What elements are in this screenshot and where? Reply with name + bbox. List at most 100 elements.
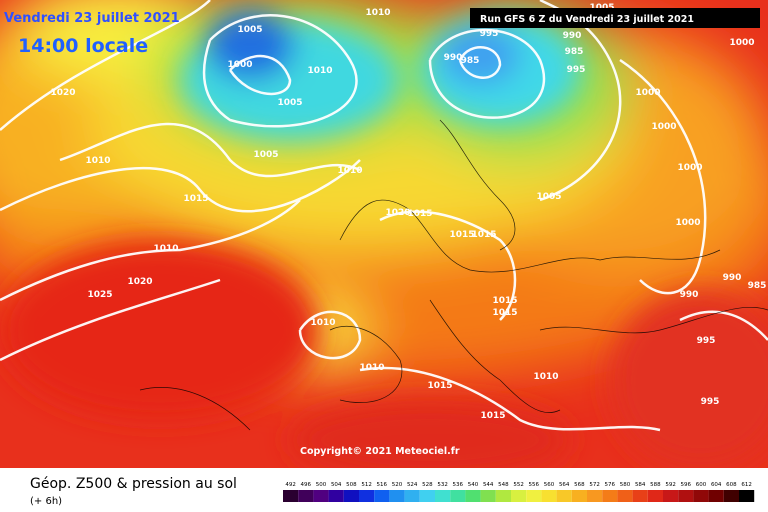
colorbar-label: 564 [559, 482, 570, 488]
colorbar-swatch [374, 490, 390, 502]
isobar-label: 1000 [227, 60, 252, 70]
colorbar-swatch [511, 490, 527, 502]
colorbar-swatch [541, 490, 557, 502]
isobar-label: 1010 [365, 8, 390, 18]
isobar-label: 1000 [729, 38, 754, 48]
isobar-label: 1000 [651, 122, 676, 132]
isobar-label: 990 [563, 31, 582, 41]
colorbar-label: 560 [544, 482, 555, 488]
isobar-label: 1015 [492, 296, 517, 306]
isobar-label: 985 [565, 47, 584, 57]
isobar-label: 1015 [449, 230, 474, 240]
colorbar-swatch [526, 490, 542, 502]
colorbar-label: 512 [361, 482, 372, 488]
isobar-label: 1005 [277, 98, 302, 108]
colorbar-label: 500 [316, 482, 327, 488]
isobar-label: 995 [480, 29, 499, 39]
isobar-label: 995 [697, 336, 716, 346]
isobar-label: 1025 [87, 290, 112, 300]
colorbar-swatch [328, 490, 344, 502]
colorbar-swatch [723, 490, 739, 502]
colorbar-swatch [465, 490, 481, 502]
colorbar-label: 572 [589, 482, 600, 488]
colorbar-label: 540 [468, 482, 479, 488]
colorbar-swatch [404, 490, 420, 502]
colorbar-swatch [739, 490, 755, 502]
colorbar-label: 524 [407, 482, 418, 488]
colorbar-swatch [435, 490, 451, 502]
copyright: Copyright© 2021 Meteociel.fr [300, 446, 460, 457]
colorbar-label: 516 [377, 482, 388, 488]
colorbar-label: 580 [620, 482, 631, 488]
run-label: Run GFS 6 Z du Vendredi 23 juillet 2021 [480, 14, 694, 25]
colorbar-label: 548 [498, 482, 509, 488]
colorbar-label: 496 [301, 482, 312, 488]
isobar-label: 990 [680, 290, 699, 300]
colorbar-label: 596 [681, 482, 692, 488]
isobar-label: 1020 [50, 88, 75, 98]
isobar-label: 1000 [675, 218, 700, 228]
colorbar-label: 568 [574, 482, 585, 488]
isobar-label: 1010 [310, 318, 335, 328]
colorbar-label: 532 [437, 482, 448, 488]
isobar-label: 1020 [127, 277, 152, 287]
isobar-label: 1005 [536, 192, 561, 202]
colorbar-label: 528 [422, 482, 433, 488]
colorbar-label: 576 [605, 482, 616, 488]
colorbar-swatch [419, 490, 435, 502]
colorbar-swatch [663, 490, 679, 502]
colorbar-swatch [313, 490, 329, 502]
time-label: 14:00 locale [18, 35, 148, 57]
colorbar-swatch [678, 490, 694, 502]
isobar-label: 1010 [307, 66, 332, 76]
isobar-label: 1010 [337, 166, 362, 176]
colorbar-label: 588 [650, 482, 661, 488]
isobar-label: 1000 [635, 88, 660, 98]
colorbar-swatch [298, 490, 314, 502]
isobar-label: 995 [567, 65, 586, 75]
isobar-label: 1005 [253, 150, 278, 160]
colorbar-swatch [480, 490, 496, 502]
colorbar-label: 504 [331, 482, 342, 488]
run-banner [470, 8, 760, 28]
isobar-label: 1000 [677, 163, 702, 173]
map-field: 1010 1005 1000 1010 1005 1005 1010 1020 1010 1015… [0, 0, 768, 468]
colorbar-swatch [283, 490, 299, 502]
colorbar-swatch [708, 490, 724, 502]
colorbar-label: 608 [726, 482, 737, 488]
isobar-label: 1010 [533, 372, 558, 382]
isobar-label: 1010 [153, 244, 178, 254]
colorbar-label: 556 [529, 482, 540, 488]
colorbar-swatch [359, 490, 375, 502]
legend-title: Géop. Z500 & pression au sol [30, 476, 237, 492]
isobar-label: 1015 [183, 194, 208, 204]
isobar-label: 990 [723, 273, 742, 283]
legend-subtitle: (+ 6h) [30, 496, 62, 507]
colorbar-swatch [571, 490, 587, 502]
colorbar-swatch [693, 490, 709, 502]
date-label: Vendredi 23 juillet 2021 [4, 11, 180, 26]
colorbar-label: 544 [483, 482, 494, 488]
colorbar-swatch [602, 490, 618, 502]
colorbar-label: 520 [392, 482, 403, 488]
colorbar-label: 536 [453, 482, 464, 488]
colorbar-label: 508 [346, 482, 357, 488]
isobar-label: 1010 [85, 156, 110, 166]
colorbar-swatch [495, 490, 511, 502]
isobar-label: 1015 [407, 209, 432, 219]
colorbar-label: 612 [741, 482, 752, 488]
isobar-label: 985 [748, 281, 767, 291]
colorbar-swatch [647, 490, 663, 502]
isobar-label: 1010 [359, 363, 384, 373]
colorbar-label: 604 [711, 482, 722, 488]
isobar-label: 990 [444, 53, 463, 63]
colorbar-swatch [343, 490, 359, 502]
colorbar: 492 496 500 504 508 512 516 520 524 528 532 536 540 5… [283, 482, 755, 502]
colorbar-swatch [389, 490, 405, 502]
colorbar-label: 552 [513, 482, 524, 488]
colorbar-label: 600 [696, 482, 707, 488]
isobar-label: 1020 [385, 208, 410, 218]
colorbar-swatch [632, 490, 648, 502]
colorbar-label: 584 [635, 482, 646, 488]
